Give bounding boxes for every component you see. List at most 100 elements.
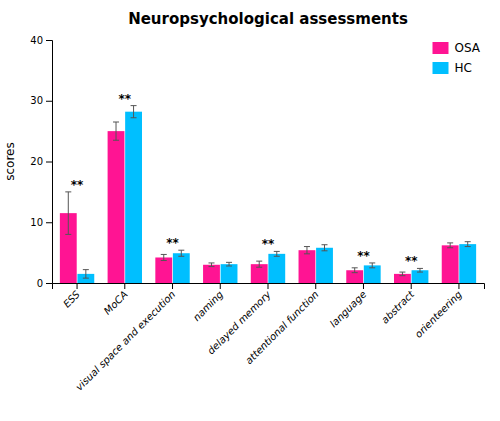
error-bar <box>113 122 119 140</box>
plot: 0 10 20 30 40 ESS MoCAvisual space and executi… <box>30 35 484 393</box>
error-bar-stem <box>229 262 230 266</box>
y-tick: 10 <box>30 217 52 228</box>
y-tick-label: 20 <box>30 156 43 167</box>
error-bar-cap <box>113 140 119 141</box>
error-bar <box>274 251 280 256</box>
y-axis-line <box>46 41 53 284</box>
error-bar <box>256 261 262 267</box>
error-bar-cap <box>131 117 137 118</box>
error-bar-stem <box>68 192 69 235</box>
legend-swatch <box>433 62 449 74</box>
bar <box>316 248 333 283</box>
error-bar-cap <box>447 242 453 243</box>
annotations: ************ <box>71 92 418 269</box>
error-bar-stem <box>133 106 134 118</box>
bar <box>173 253 190 283</box>
y-tick-mark <box>46 283 52 284</box>
x-tick: visual space and execution <box>73 283 177 393</box>
x-tick-mark <box>363 283 364 289</box>
error-bar-stem <box>450 243 451 248</box>
error-bar-stem <box>211 263 212 267</box>
annotation: ** <box>262 237 275 251</box>
error-bar-cap <box>447 247 453 248</box>
bar <box>412 270 429 283</box>
annotation: ** <box>119 92 132 106</box>
error-bar-cap <box>226 262 232 263</box>
error-bar-cap <box>113 122 119 123</box>
annotation: ** <box>405 254 418 268</box>
bar <box>442 245 459 283</box>
x-tick-mark <box>124 283 125 289</box>
error-bar-stem <box>372 263 373 268</box>
legend-item: HC <box>433 61 472 75</box>
error-bar-cap <box>465 241 471 242</box>
y-tick-label: 40 <box>30 35 43 46</box>
error-bar-cap <box>322 244 328 245</box>
annotation: ** <box>166 236 179 250</box>
error-bar-cap <box>226 265 232 266</box>
error-bar-cap <box>256 267 262 268</box>
y-tick: 30 <box>30 95 52 106</box>
x-tick: language <box>328 283 369 329</box>
x-tick-label: ESS <box>61 288 82 309</box>
y-tick-label: 30 <box>30 95 43 106</box>
error-bar <box>417 268 423 272</box>
annotation: ** <box>357 249 370 263</box>
y-tick-mark <box>46 40 52 41</box>
y-tick-mark <box>46 162 52 163</box>
bar <box>251 264 268 283</box>
error-bar-stem <box>354 268 355 273</box>
x-tick-mark <box>411 283 412 289</box>
bar <box>108 131 125 283</box>
legend-swatch <box>433 42 449 54</box>
x-tick: orienteering <box>413 283 464 340</box>
error-bar-stem <box>306 247 307 254</box>
series-1 <box>77 106 476 283</box>
error-bar-cap <box>161 254 167 255</box>
error-bar <box>208 263 214 267</box>
bar <box>394 274 411 283</box>
bar <box>203 265 220 283</box>
error-bar <box>369 263 375 268</box>
error-bar-cap <box>274 251 280 252</box>
bar <box>459 244 476 283</box>
error-bar-cap <box>161 260 167 261</box>
error-bar-cap <box>352 267 358 268</box>
title: Neuropsychological assessments <box>128 10 408 28</box>
error-bar-cap <box>417 268 423 269</box>
error-bar <box>178 250 184 256</box>
error-bar-stem <box>85 270 86 279</box>
error-bar <box>352 268 358 273</box>
error-bar-cap <box>465 246 471 247</box>
y-tick: 20 <box>30 156 52 167</box>
x-tick: attentional function <box>243 283 320 366</box>
x-axis-line <box>53 284 485 290</box>
x-tick-mark <box>458 283 459 289</box>
bar <box>268 254 285 283</box>
x-tick: MoCA <box>102 283 130 317</box>
y-tick: 40 <box>30 35 52 46</box>
x-tick-label: language <box>328 289 369 330</box>
chart: 0 10 20 30 40 ESS MoCAvisual space and executi… <box>0 0 500 421</box>
bar <box>364 265 381 283</box>
error-bar-stem <box>163 254 164 260</box>
error-bar-cap <box>399 275 405 276</box>
y-tick: 0 <box>37 278 52 289</box>
error-bar-cap <box>178 250 184 251</box>
x-tick-mark <box>315 283 316 289</box>
x-tick-label: visual space and execution <box>73 289 177 393</box>
error-bar-cap <box>83 278 89 279</box>
error-bar-cap <box>65 234 71 235</box>
x-tick-label: orienteering <box>413 289 464 340</box>
error-bar-cap <box>304 246 310 247</box>
error-bar-stem <box>324 245 325 251</box>
error-bar <box>322 245 328 251</box>
legend-label: OSA <box>455 41 481 55</box>
error-bar <box>83 270 89 279</box>
bar <box>155 257 172 283</box>
x-tick: naming <box>191 283 225 323</box>
legend-label: HC <box>455 61 472 75</box>
error-bar <box>131 106 137 118</box>
marks <box>60 106 476 283</box>
error-bar-cap <box>322 250 328 251</box>
